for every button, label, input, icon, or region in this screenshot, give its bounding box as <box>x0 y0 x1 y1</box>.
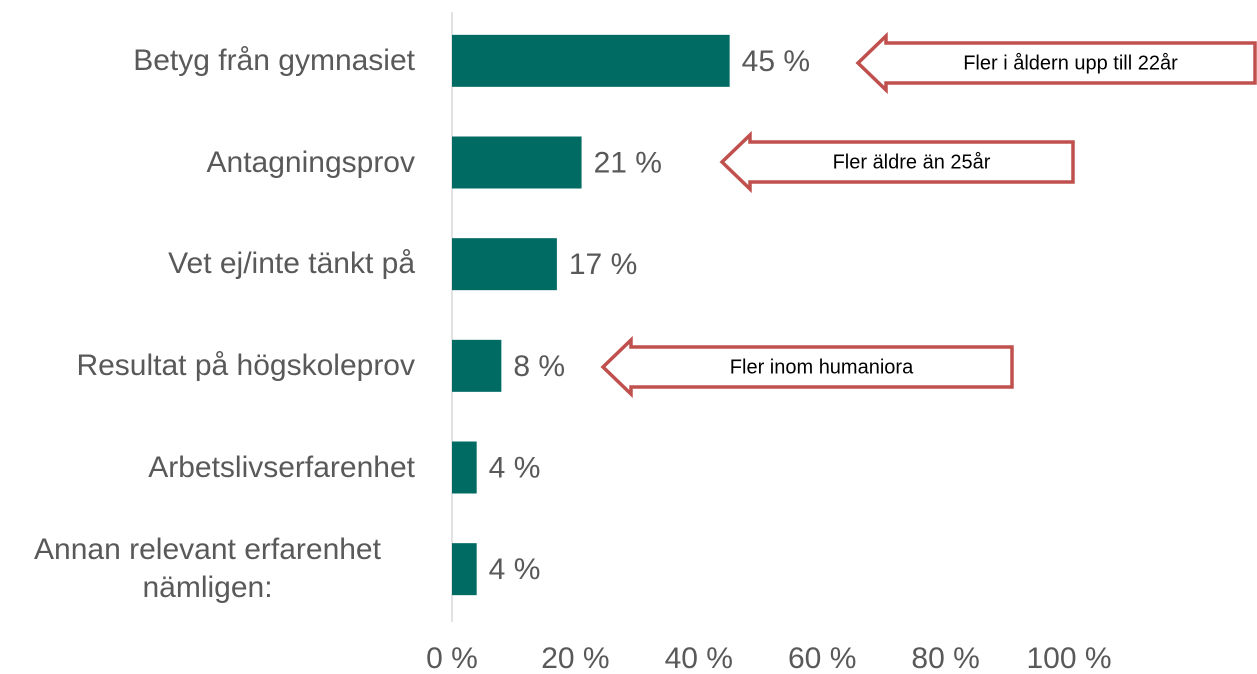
category-text: Vet ej/inte tänkt på <box>168 247 415 281</box>
x-tick-label: 40 % <box>665 642 733 674</box>
x-tick-label: 100 % <box>1026 642 1111 674</box>
category-label: Arbetslivserfarenhet <box>148 413 415 523</box>
category-text: Resultat på högskoleprov <box>76 348 415 382</box>
annotation: Fler i åldern upp till 22år <box>963 52 1178 74</box>
bar <box>452 136 582 189</box>
annotation: Fler äldre än 25år <box>833 151 991 173</box>
x-tick-label: 80 % <box>911 642 979 674</box>
x-tick-label: 0 % <box>426 642 478 674</box>
callout-arrow <box>855 31 1257 95</box>
category-label: Betyg från gymnasiet <box>133 6 415 116</box>
bar <box>452 339 502 392</box>
bar <box>452 441 477 494</box>
category-label: Vet ej/inte tänkt på <box>168 209 415 319</box>
x-tick-label: 60 % <box>788 642 856 674</box>
category-text: Betyg från gymnasiet <box>133 43 415 77</box>
data-label: 4 % <box>489 553 541 586</box>
category-text: Arbetslivserfarenhet <box>148 450 415 484</box>
callout-arrow <box>719 130 1075 194</box>
category-label: Resultat på högskoleprov <box>76 311 415 421</box>
category-label: Annan relevant erfarenhet nämligen: <box>0 514 415 624</box>
bar <box>452 238 557 291</box>
callout-arrow <box>600 335 1014 399</box>
annotation: Fler inom humaniora <box>730 356 914 378</box>
bar <box>452 34 730 87</box>
category-text: Annan relevant erfarenhet nämligen: <box>34 533 381 605</box>
data-label: 8 % <box>513 350 565 383</box>
data-label: 4 % <box>489 451 541 484</box>
x-tick-label: 20 % <box>541 642 609 674</box>
bar <box>452 543 477 596</box>
data-label: 21 % <box>594 146 662 179</box>
category-text: Antagningsprov <box>206 145 415 179</box>
data-label: 45 % <box>742 45 810 78</box>
category-label: Antagningsprov <box>207 108 415 218</box>
data-label: 17 % <box>569 248 637 281</box>
